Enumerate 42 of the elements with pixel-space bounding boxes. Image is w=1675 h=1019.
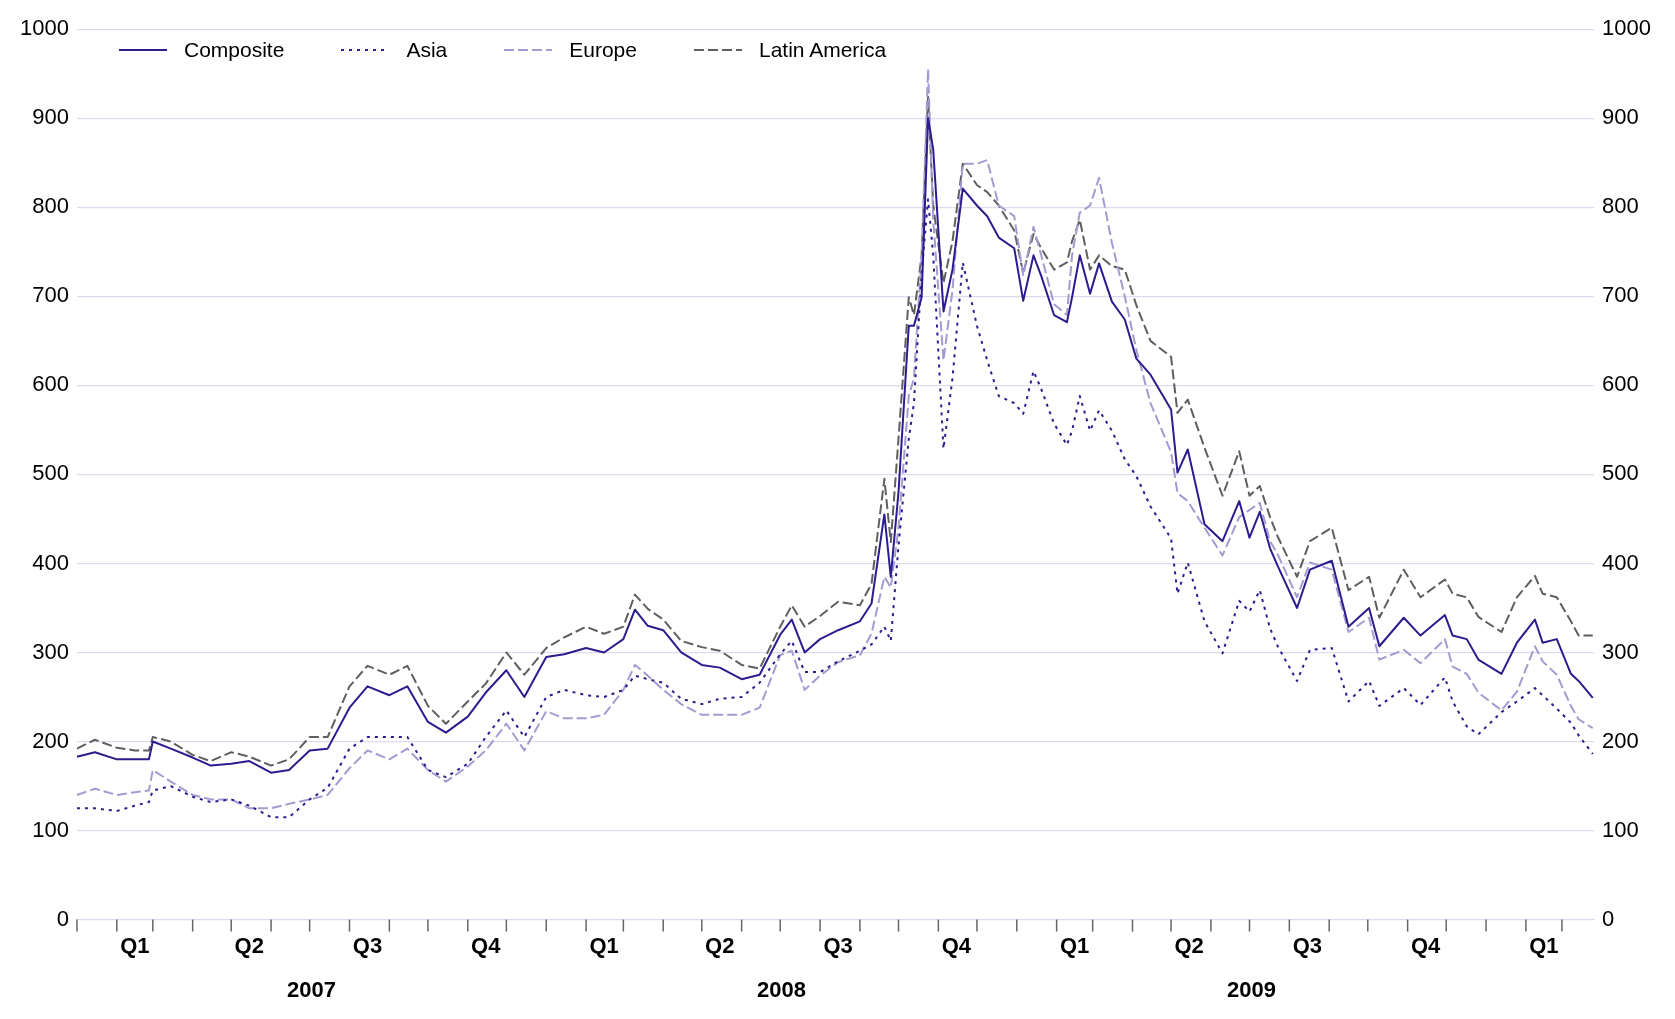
x-tick-label: Q2 [1174, 932, 1204, 958]
y-tick-label: 1000 [19, 15, 69, 41]
legend-label: Asia [406, 38, 448, 62]
text: 2009 [1226, 977, 1276, 1003]
legend-label: Latin America [758, 38, 887, 62]
y2-tick-label: 600 [1602, 371, 1639, 397]
y2-tick-label: 700 [1602, 282, 1639, 308]
text: 2007 [287, 977, 337, 1003]
x-tick-label: Q3 [352, 932, 383, 958]
y2-tick-label: 200 [1602, 727, 1639, 753]
y-tick-label: 400 [32, 549, 69, 575]
x-tick-label: Q4 [1410, 932, 1442, 958]
x-tick-label: Q1 [1059, 932, 1090, 958]
x-tick-label: Q4 [941, 932, 972, 958]
y-tick-label: 900 [32, 104, 69, 130]
y-tick-label: 100 [32, 816, 69, 842]
y2-tick-label: 500 [1602, 460, 1639, 486]
y-tick-label: 0 [56, 905, 69, 931]
y-tick-label: 700 [32, 282, 69, 308]
y-tick-label: 800 [32, 193, 69, 219]
y2-tick-label: 800 [1602, 193, 1639, 219]
x-tick-label: Q1 [120, 932, 150, 958]
legend-label: Europe [569, 38, 637, 62]
legend-label: Composite [184, 38, 285, 62]
y2-tick-label: 100 [1602, 816, 1639, 842]
x-tick-label: Q1 [1529, 932, 1559, 958]
x-tick-label: Q2 [234, 932, 264, 958]
y2-tick-label: 400 [1602, 549, 1639, 575]
y2-tick-label: 300 [1602, 638, 1639, 664]
x-tick-label: Q2 [705, 932, 735, 958]
x-tick-label: Q4 [471, 932, 502, 958]
x-tick-label: Q1 [589, 932, 619, 958]
y-tick-label: 500 [32, 460, 69, 486]
y2-tick-label: 900 [1602, 104, 1639, 130]
y-tick-label: 600 [32, 371, 69, 397]
x-tick-label: Q3 [823, 932, 853, 958]
text: 2008 [757, 977, 806, 1003]
x-tick-label: Q3 [1292, 932, 1323, 958]
y2-tick-label: 0 [1602, 905, 1615, 931]
y-tick-label: 300 [32, 638, 69, 664]
y-tick-label: 200 [32, 727, 69, 753]
y2-tick-label: 1000 [1602, 15, 1652, 41]
